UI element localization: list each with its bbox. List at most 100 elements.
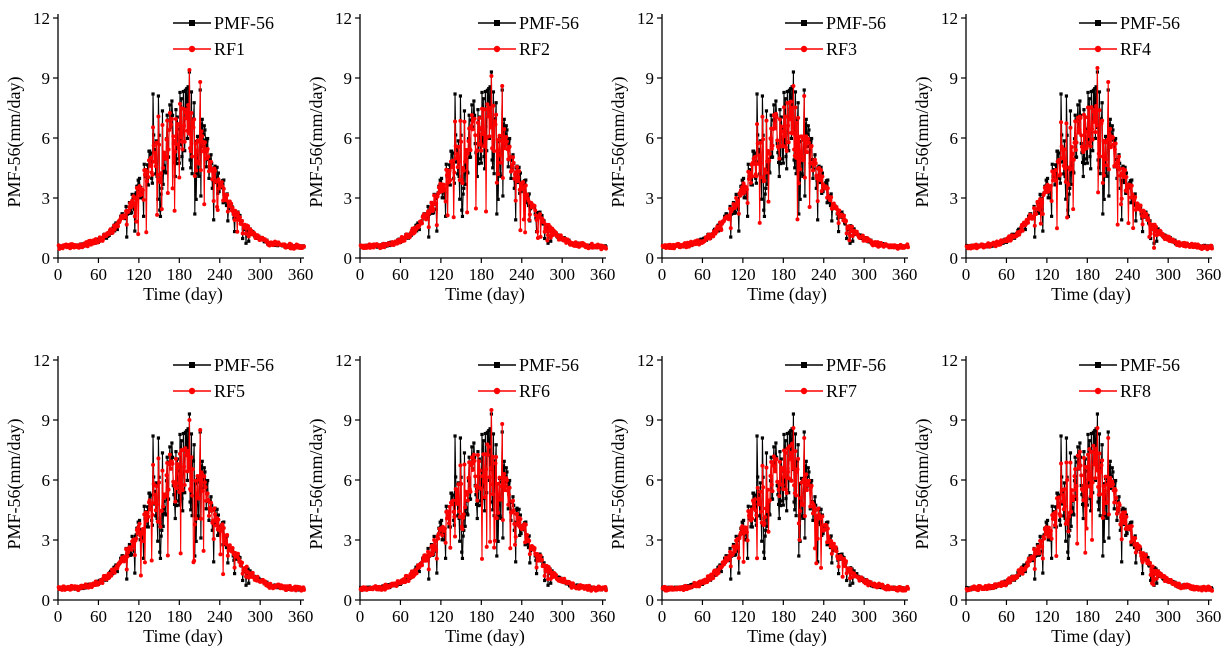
data-point	[199, 464, 204, 468]
data-point	[501, 536, 505, 540]
data-point	[205, 491, 210, 496]
data-point	[184, 453, 189, 458]
data-point	[185, 478, 190, 483]
data-point	[175, 504, 179, 508]
data-point	[500, 84, 505, 88]
data-point	[1088, 144, 1093, 149]
data-point	[188, 488, 193, 493]
data-point	[542, 229, 547, 234]
data-point	[792, 147, 797, 152]
data-point	[1117, 166, 1122, 171]
data-point	[222, 520, 226, 524]
data-point	[240, 231, 245, 236]
data-point	[420, 563, 425, 568]
data-point	[820, 171, 825, 175]
data-point	[776, 160, 781, 165]
data-point	[450, 165, 455, 170]
data-point	[491, 432, 496, 436]
data-point	[1089, 167, 1093, 171]
data-point	[729, 235, 733, 239]
data-point	[248, 569, 252, 573]
data-point	[777, 174, 781, 179]
data-point	[151, 481, 156, 486]
y-axis-title: PMF-56(mm/day)	[306, 76, 327, 207]
x-tick-label: 300	[247, 607, 273, 626]
data-point	[543, 236, 547, 241]
data-point	[126, 550, 131, 555]
data-point	[772, 445, 776, 449]
data-point	[509, 168, 514, 173]
data-point	[137, 518, 142, 523]
data-point	[461, 534, 465, 538]
data-point	[1062, 172, 1066, 176]
data-point	[777, 117, 782, 122]
data-point	[224, 542, 229, 547]
data-point	[1078, 99, 1082, 103]
data-point	[154, 484, 159, 489]
data-point	[192, 558, 197, 563]
data-point	[810, 478, 814, 483]
data-point	[215, 204, 220, 209]
data-point	[1050, 162, 1054, 166]
data-point	[456, 139, 460, 143]
legend-label: PMF-56	[519, 13, 579, 33]
data-point	[491, 90, 496, 94]
data-point	[1088, 140, 1093, 145]
data-point	[221, 572, 226, 577]
y-axis-title: PMF-56(mm/day)	[608, 76, 629, 207]
data-point	[793, 508, 797, 512]
data-point	[197, 516, 201, 520]
data-point	[142, 172, 147, 177]
data-point	[532, 203, 537, 208]
data-point	[488, 85, 492, 89]
data-point	[180, 488, 185, 493]
data-point	[736, 211, 741, 216]
data-point	[797, 554, 801, 558]
data-point	[240, 571, 245, 576]
data-point	[195, 134, 200, 138]
data-point	[198, 516, 203, 521]
data-point	[130, 192, 134, 196]
data-point	[216, 533, 220, 537]
data-point	[782, 432, 786, 437]
data-point	[734, 192, 738, 196]
data-point	[450, 502, 455, 507]
data-point	[177, 101, 182, 106]
data-point	[1040, 212, 1045, 217]
data-point	[734, 534, 738, 538]
data-point	[448, 178, 453, 183]
data-point	[143, 175, 147, 179]
y-tick-label: 9	[344, 411, 353, 430]
data-point	[777, 156, 782, 161]
data-point	[476, 108, 480, 112]
legend-marker	[800, 45, 808, 53]
data-point	[140, 531, 145, 536]
data-point	[217, 186, 222, 191]
data-point	[768, 171, 772, 175]
data-point	[205, 147, 210, 152]
data-point	[241, 236, 245, 241]
y-axis-title: PMF-56(mm/day)	[4, 76, 25, 207]
data-point	[1069, 166, 1074, 171]
data-point	[488, 105, 493, 110]
data-point	[461, 192, 465, 196]
data-point	[1052, 168, 1056, 172]
data-point	[164, 171, 168, 175]
data-point	[174, 108, 178, 112]
data-point	[554, 573, 559, 578]
data-point	[1060, 160, 1064, 164]
data-point	[760, 436, 765, 440]
x-tick-label: 180	[771, 607, 797, 626]
data-point	[741, 181, 746, 186]
x-tick-label: 60	[392, 607, 409, 626]
data-point	[1085, 143, 1090, 148]
data-point	[746, 176, 751, 181]
data-point	[185, 429, 189, 433]
data-point	[461, 168, 466, 173]
data-point	[762, 214, 767, 219]
data-point	[811, 518, 815, 522]
data-point	[1071, 207, 1076, 212]
data-point	[186, 467, 191, 472]
data-point	[424, 556, 429, 561]
